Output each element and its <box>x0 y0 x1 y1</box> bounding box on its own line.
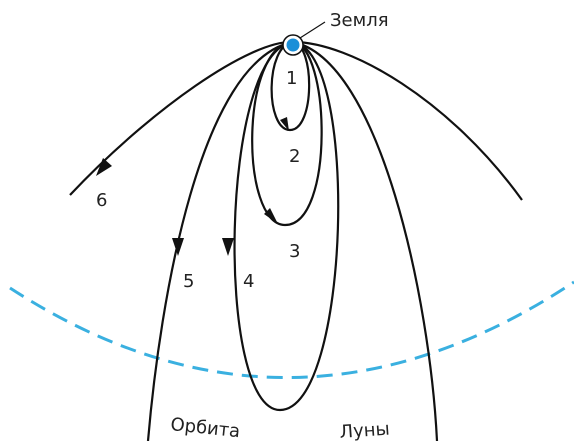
trajectory-5-right <box>292 40 439 441</box>
arrow <box>172 238 184 256</box>
arrow <box>96 158 112 176</box>
earth-core <box>286 38 300 52</box>
trajectory-6 <box>69 40 523 201</box>
trajectory-label: 4 <box>243 271 254 292</box>
trajectory-label: 3 <box>289 241 300 262</box>
arrow <box>264 208 278 224</box>
trajectory-2 <box>251 40 323 227</box>
earth-label: Земля <box>330 10 389 31</box>
moon-orbit <box>9 280 574 379</box>
arrow <box>222 238 234 256</box>
arrow <box>280 117 289 131</box>
trajectory-label: 2 <box>289 146 300 167</box>
trajectory-label: 1 <box>286 68 297 89</box>
trajectory-label: 6 <box>96 190 107 211</box>
trajectory-4 <box>233 40 340 412</box>
orbit-label: Орбита <box>169 414 241 441</box>
trajectory-label: 5 <box>183 271 194 292</box>
orbit-label: Луны <box>339 419 391 441</box>
trajectory-1 <box>270 40 311 132</box>
leader <box>299 21 326 39</box>
trajectory-5 <box>146 40 294 441</box>
